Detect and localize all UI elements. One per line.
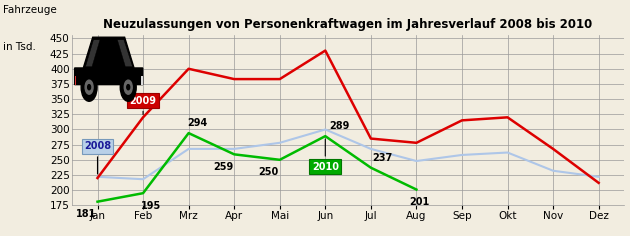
Text: 237: 237 bbox=[372, 153, 392, 163]
Text: 2008: 2008 bbox=[84, 141, 111, 174]
Title: Neuzulassungen von Personenkraftwagen im Jahresverlauf 2008 bis 2010: Neuzulassungen von Personenkraftwagen im… bbox=[103, 18, 593, 31]
Polygon shape bbox=[74, 37, 143, 85]
Circle shape bbox=[85, 80, 93, 94]
Text: 201: 201 bbox=[409, 197, 429, 207]
Text: 195: 195 bbox=[141, 201, 161, 211]
Text: 2010: 2010 bbox=[312, 139, 339, 172]
Text: 294: 294 bbox=[187, 118, 207, 128]
Polygon shape bbox=[117, 40, 132, 67]
Circle shape bbox=[120, 73, 136, 101]
Text: in Tsd.: in Tsd. bbox=[3, 42, 36, 52]
Circle shape bbox=[81, 73, 97, 101]
Text: 250: 250 bbox=[258, 167, 278, 177]
Circle shape bbox=[124, 80, 132, 94]
Polygon shape bbox=[86, 40, 100, 67]
Text: 289: 289 bbox=[329, 121, 350, 131]
Circle shape bbox=[127, 85, 130, 90]
Text: 259: 259 bbox=[213, 162, 233, 172]
Text: 2009: 2009 bbox=[130, 96, 157, 114]
Polygon shape bbox=[74, 76, 76, 85]
Circle shape bbox=[88, 85, 91, 90]
Text: 181: 181 bbox=[76, 209, 96, 219]
Text: Fahrzeuge: Fahrzeuge bbox=[3, 5, 57, 15]
Polygon shape bbox=[141, 76, 143, 85]
